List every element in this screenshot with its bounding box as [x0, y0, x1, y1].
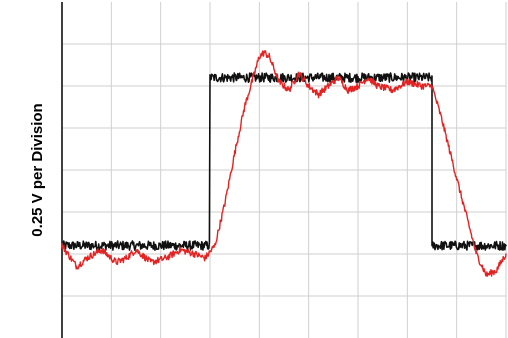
- series-line-black-pulse: [61, 72, 507, 251]
- y-axis-label: 0.25 V per Division: [29, 103, 46, 236]
- chart-series: [61, 50, 507, 277]
- series-line-red-response: [61, 50, 507, 277]
- chart-grid: [62, 2, 507, 338]
